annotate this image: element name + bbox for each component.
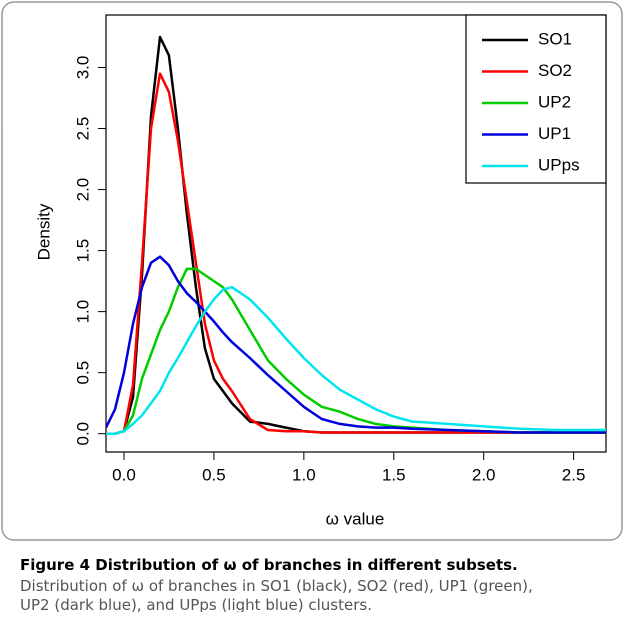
y-axis-label: Density bbox=[34, 203, 53, 260]
plot-box bbox=[105, 14, 607, 453]
x-tick-label: 1.5 bbox=[382, 465, 406, 484]
legend-label: SO1 bbox=[538, 29, 572, 48]
x-tick-label: 0.0 bbox=[112, 465, 136, 484]
y-tick-label: 0.0 bbox=[73, 422, 92, 446]
density-line bbox=[106, 285, 606, 435]
y-tick-label: 1.5 bbox=[73, 239, 92, 263]
density-line bbox=[106, 255, 606, 434]
density-line bbox=[106, 72, 606, 435]
y-tick-label: 0.5 bbox=[73, 361, 92, 385]
frame bbox=[1, 1, 623, 541]
x-tick-label: 2.5 bbox=[562, 465, 586, 484]
x-axis-label: ω value bbox=[326, 509, 385, 528]
legend-label: UP1 bbox=[538, 124, 571, 143]
y-tick-label: 2.0 bbox=[73, 178, 92, 202]
y-tick-label: 2.5 bbox=[73, 117, 92, 141]
legend-label: UPps bbox=[538, 155, 580, 174]
x-tick-label: 1.0 bbox=[292, 465, 316, 484]
y-tick-label: 1.0 bbox=[73, 300, 92, 324]
legend-label: UP2 bbox=[538, 92, 571, 111]
legend-label: SO2 bbox=[538, 61, 572, 80]
x-tick-label: 0.5 bbox=[202, 465, 226, 484]
caption-line: UP2 (dark blue), and UPps (light blue) c… bbox=[20, 596, 372, 612]
x-tick-label: 2.0 bbox=[472, 465, 496, 484]
caption-title: Figure 4 Distribution of ω of branches i… bbox=[20, 556, 518, 574]
caption-line: Distribution of ω of branches in SO1 (bl… bbox=[20, 577, 533, 595]
y-tick-label: 3.0 bbox=[73, 56, 92, 80]
legend-box bbox=[465, 14, 607, 184]
